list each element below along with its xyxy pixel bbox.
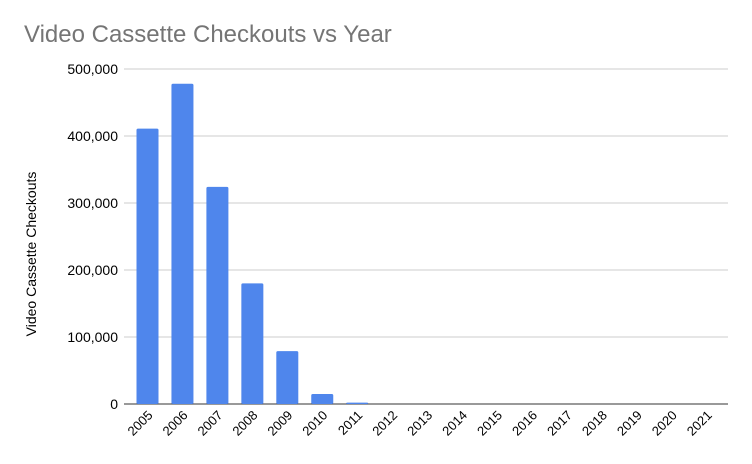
x-tick-label: 2019 <box>614 408 645 439</box>
y-tick-label: 400,000 <box>67 128 118 144</box>
x-tick-label: 2020 <box>649 408 680 439</box>
bar-2006 <box>171 83 194 405</box>
y-tick-label: 200,000 <box>67 262 118 278</box>
bar-2010 <box>311 393 334 404</box>
chart-title: Video Cassette Checkouts vs Year <box>24 21 392 48</box>
x-tick-label: 2009 <box>264 408 295 439</box>
y-tick-label: 100,000 <box>67 329 118 345</box>
x-tick-label: 2005 <box>125 408 156 439</box>
bar-2005 <box>136 128 159 404</box>
x-tick-label: 2017 <box>544 408 575 439</box>
y-axis-ticks: 0 100,000 200,000 300,000 400,000 500,000 <box>67 61 118 412</box>
y-tick-label: 500,000 <box>67 61 118 77</box>
x-tick-label: 2007 <box>194 408 225 439</box>
y-axis-label: Video Cassette Checkouts <box>23 172 39 337</box>
y-tick-label: 0 <box>110 396 118 412</box>
bar-2007 <box>206 186 229 404</box>
y-tick-label: 300,000 <box>67 195 118 211</box>
x-tick-label: 2008 <box>229 408 260 439</box>
bar-2009 <box>276 351 299 404</box>
x-tick-label: 2014 <box>439 408 470 439</box>
x-tick-label: 2012 <box>369 408 400 439</box>
bar-2008 <box>241 283 264 404</box>
x-tick-label: 2013 <box>404 408 435 439</box>
x-tick-label: 2015 <box>474 408 505 439</box>
x-tick-label: 2018 <box>579 408 610 439</box>
x-tick-label: 2016 <box>509 408 540 439</box>
bar-2011 <box>346 402 369 404</box>
x-tick-label: 2010 <box>299 408 330 439</box>
x-axis-ticks: 2005 2006 2007 2008 2009 2010 2011 2012 2013 2014… <box>125 408 715 439</box>
x-tick-label: 2021 <box>684 408 715 439</box>
x-tick-label: 2011 <box>335 408 365 438</box>
bars <box>136 83 369 405</box>
x-tick-label: 2006 <box>160 408 191 439</box>
